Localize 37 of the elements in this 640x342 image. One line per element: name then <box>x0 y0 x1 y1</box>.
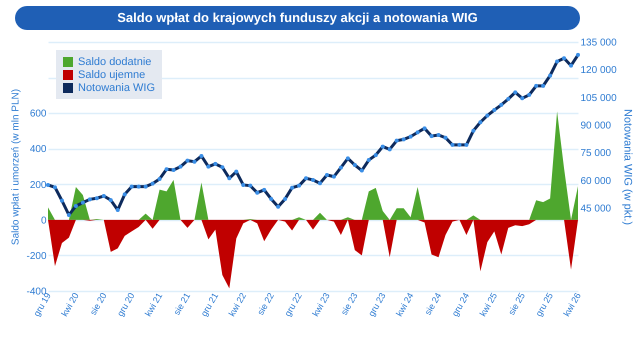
y-axis-title: Saldo wpłat i umorzeń (w mln PLN) <box>10 88 22 246</box>
y-tick-label: 600 <box>30 108 47 120</box>
x-tick-label: sie 23 <box>338 291 360 317</box>
x-tick-label: kwi 22 <box>226 291 248 318</box>
y-tick-label: 0 <box>40 215 47 226</box>
legend-label: Notowania WIG <box>78 82 156 94</box>
x-tick-label: gru 22 <box>282 291 304 318</box>
x-tick-label: gru 20 <box>115 291 137 318</box>
y-tick-label: -200 <box>26 250 47 262</box>
y2-tick-label: 135 000 <box>580 38 618 48</box>
y2-tick-label: 60 000 <box>580 176 612 187</box>
legend-label: Saldo dodatnie <box>78 56 152 68</box>
x-tick-label: gru 23 <box>366 291 388 318</box>
x-tick-label: sie 20 <box>88 291 109 317</box>
x-tick-label: gru 24 <box>450 291 472 318</box>
y-tick-label: 200 <box>30 180 47 191</box>
x-tick-label: sie 21 <box>172 291 192 317</box>
y2-tick-label: 105 000 <box>580 92 618 104</box>
chart-title: Saldo wpłat do krajowych funduszy akcji a notowania WIG <box>15 6 580 30</box>
x-tick-label: kwi 24 <box>394 291 416 318</box>
x-tick-label: kwi 26 <box>561 291 583 318</box>
x-tick-label: kwi 23 <box>310 291 332 318</box>
y2-axis-title: Notowania WIG (w pkt.) <box>622 108 634 226</box>
y2-tick-label: 90 000 <box>580 120 612 132</box>
x-tick-label: kwi 25 <box>478 291 500 318</box>
x-tick-label: gru 25 <box>534 291 555 318</box>
y2-tick-label: 45 000 <box>580 204 612 214</box>
y2-tick-label: 120 000 <box>580 65 618 76</box>
x-tick-label: kwi 20 <box>59 291 81 318</box>
x-tick-label: gru 21 <box>198 291 220 318</box>
y-tick-label: 400 <box>30 144 47 156</box>
x-tick-label: sie 25 <box>506 291 528 317</box>
y2-tick-label: 75 000 <box>580 148 612 160</box>
legend-label: Saldo ujemne <box>78 69 146 81</box>
x-tick-label: sie 24 <box>422 291 444 317</box>
x-tick-label: kwi 21 <box>142 291 164 318</box>
x-tick-label: sie 22 <box>255 291 276 317</box>
